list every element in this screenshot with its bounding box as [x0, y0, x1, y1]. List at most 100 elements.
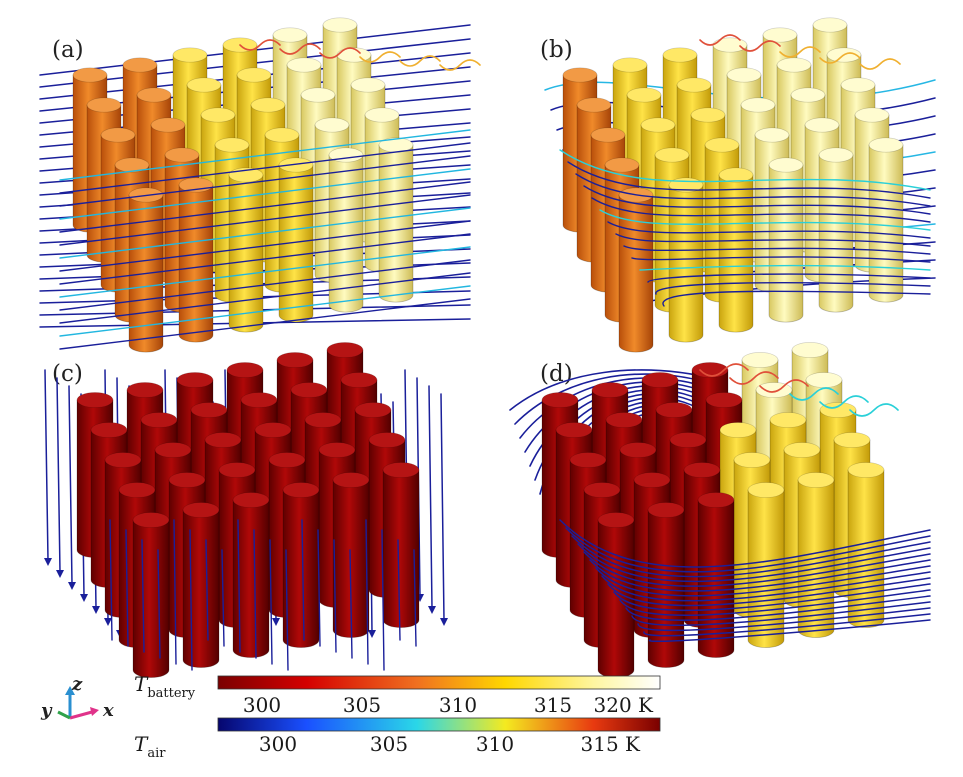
air-streamline — [59, 246, 471, 298]
air-streamline — [595, 565, 931, 597]
colorbar-air-ramp — [217, 717, 661, 732]
battery-cell-cap — [569, 452, 607, 468]
battery-cell-cap — [783, 442, 821, 458]
air-streamline — [397, 539, 401, 641]
battery-cell-cap — [86, 97, 122, 113]
air-streamline — [399, 55, 441, 67]
battery-cell-cap — [76, 392, 114, 408]
battery-cell-cap — [818, 147, 854, 163]
battery-cell-cap — [200, 107, 236, 123]
battery-cell-cap — [382, 462, 420, 478]
panel-b-battery-pack — [544, 17, 936, 353]
battery-cell — [282, 482, 320, 648]
battery-cell-cap — [278, 157, 314, 173]
air-streamline — [789, 387, 839, 401]
air-streamline — [59, 155, 471, 207]
air-arrowhead — [80, 594, 88, 602]
air-streamline — [643, 613, 931, 637]
battery-cell-cap — [204, 432, 242, 448]
battery-cell-cap — [186, 77, 222, 93]
battery-cell-cap — [697, 492, 735, 508]
battery-cell-cap — [150, 117, 186, 133]
battery-cell-cap — [304, 412, 342, 428]
air-streamline — [699, 34, 741, 46]
air-streamline — [125, 529, 129, 647]
air-streamline — [583, 185, 931, 215]
battery-cell-cap — [541, 392, 579, 408]
battery-cell-cap — [290, 382, 328, 398]
colorbar-air-tick: 310 — [476, 732, 514, 756]
air-streamline — [221, 549, 225, 647]
battery-cell-cap — [140, 412, 178, 428]
air-streamline — [607, 577, 931, 607]
battery-cell-cap — [118, 482, 156, 498]
air-streamline — [631, 256, 931, 263]
air-streamline — [317, 529, 321, 647]
battery-cell-cap — [336, 47, 372, 63]
air-streamline — [623, 245, 931, 255]
battery-cell — [232, 492, 270, 658]
colorbar-air-symbol: T — [134, 732, 149, 756]
air-streamline — [109, 519, 113, 641]
air-streamline — [571, 535, 931, 578]
air-streamline — [59, 233, 471, 285]
air-streamline — [59, 259, 471, 311]
air-streamline — [359, 51, 401, 63]
battery-cell-cap — [104, 452, 142, 468]
air-streamline — [157, 549, 161, 659]
air-streamline — [205, 539, 209, 641]
battery-cell-cap — [240, 392, 278, 408]
air-arrowhead — [56, 570, 64, 578]
battery-cell-cap — [619, 442, 657, 458]
panel-label-b: (b) — [540, 37, 573, 63]
battery-cell-cap — [741, 352, 779, 368]
battery-cell-cap — [126, 382, 164, 398]
battery-cell-cap — [232, 492, 270, 508]
battery-cell-cap — [804, 117, 840, 133]
battery-cell-cap — [286, 57, 322, 73]
colorbar-battery-subscript: battery — [147, 686, 195, 701]
battery-cell-cap — [172, 47, 208, 63]
battery-cell — [178, 177, 214, 343]
battery-cell-cap — [268, 452, 306, 468]
air-streamline — [655, 282, 931, 295]
air-arrowhead — [68, 582, 76, 590]
battery-cell-cap — [583, 482, 621, 498]
battery-cell-cap — [562, 67, 598, 83]
battery-cell-body — [747, 489, 785, 648]
air-streamline — [44, 369, 49, 561]
air-streamline — [439, 59, 481, 71]
colorbar-battery: Tbattery 300 305 310 315 320 K — [134, 672, 661, 717]
colorbar-battery-tick: 310 — [439, 693, 477, 717]
battery-cell-cap — [276, 352, 314, 368]
battery-cell-cap — [840, 77, 876, 93]
battery-cell-cap — [250, 97, 286, 113]
air-streamline — [59, 298, 471, 350]
air-streamline — [739, 40, 781, 52]
air-streamline — [301, 519, 305, 641]
battery-cell-body — [382, 469, 420, 628]
battery-cell — [818, 147, 854, 313]
battery-cell-cap — [264, 127, 300, 143]
battery-cell-cap — [768, 157, 804, 173]
air-streamline — [567, 161, 931, 199]
battery-cell-cap — [168, 472, 206, 488]
battery-cell-body — [647, 509, 685, 668]
air-arrowhead — [440, 618, 448, 626]
air-streamline — [819, 52, 861, 64]
colorbar-battery-ramp — [217, 675, 661, 690]
battery-cell-cap — [114, 157, 150, 173]
battery-cell-cap — [655, 402, 693, 418]
battery-cell-cap — [754, 127, 790, 143]
battery-cell-cap — [132, 512, 170, 528]
battery-cell-body — [332, 479, 370, 638]
battery-cell-body — [228, 174, 264, 333]
battery-cell-cap — [340, 372, 378, 388]
air-streamline — [591, 197, 931, 223]
battery-cell-cap — [605, 412, 643, 428]
air-streamline — [279, 43, 321, 55]
battery-cell-body — [232, 499, 270, 658]
air-streamline — [759, 379, 809, 393]
colorbar-air: Tair 300 305 310 315 K — [134, 717, 661, 761]
battery-cell-cap — [733, 452, 771, 468]
